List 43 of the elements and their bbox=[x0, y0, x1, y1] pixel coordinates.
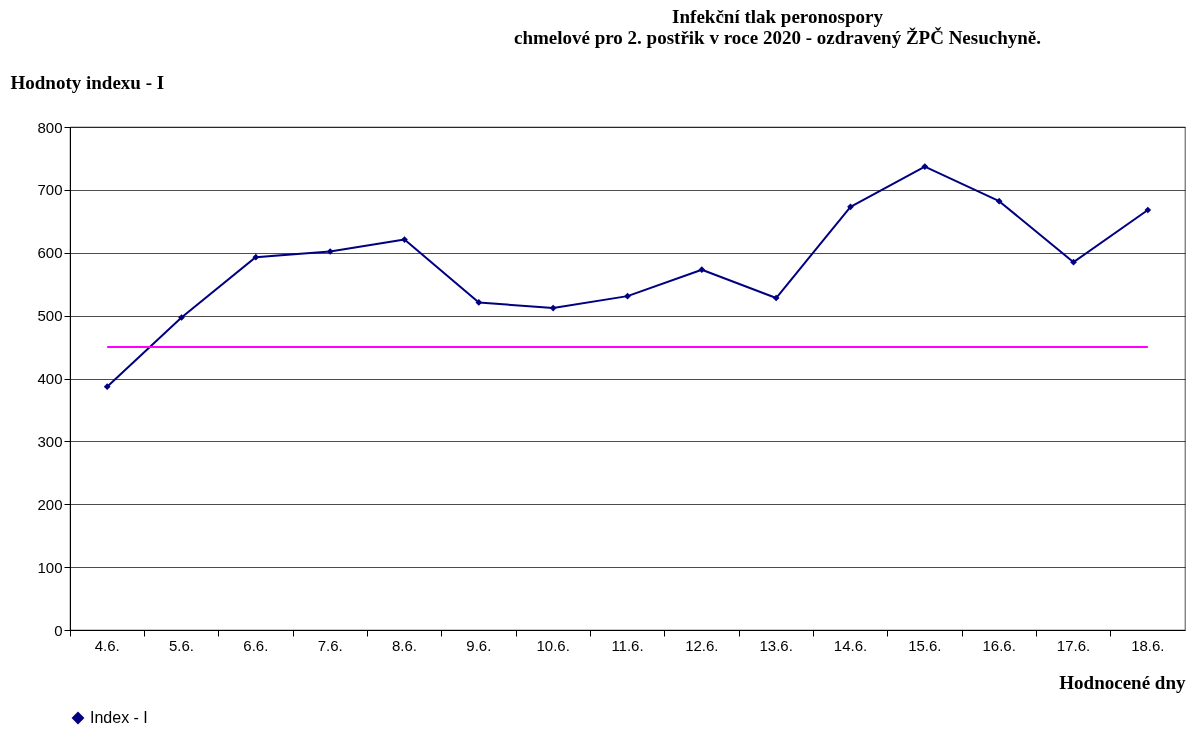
x-tick-label: 13.6. bbox=[759, 636, 793, 654]
x-tick-label: 9.6. bbox=[466, 636, 492, 654]
x-tick-label: 17.6. bbox=[1056, 636, 1091, 654]
point bbox=[847, 203, 854, 211]
x-tick-label: 6.6. bbox=[243, 636, 269, 654]
x-tick-label: 10.6. bbox=[536, 636, 570, 654]
y-tick-label: 300 bbox=[37, 432, 63, 450]
text: Infekční tlak peronospory bbox=[672, 6, 883, 27]
x-tick-label: 15.6. bbox=[908, 636, 942, 654]
x-tick-label: 18.6. bbox=[1131, 636, 1165, 654]
point bbox=[475, 299, 483, 306]
point bbox=[178, 314, 185, 321]
point bbox=[1144, 206, 1152, 214]
x-axis-title: Hodnocené dny bbox=[1059, 671, 1186, 693]
x-tick-label: 8.6. bbox=[391, 636, 418, 654]
x-tick-label: 12.6. bbox=[685, 636, 719, 654]
point bbox=[549, 304, 557, 312]
y-tick-label: 100 bbox=[37, 558, 63, 576]
point bbox=[995, 197, 1003, 205]
point bbox=[921, 163, 929, 170]
point bbox=[401, 236, 408, 243]
point bbox=[103, 383, 111, 391]
y-tick-label: 200 bbox=[37, 495, 63, 513]
x-tick-label: 11.6. bbox=[611, 636, 644, 654]
x-tick-label: 4.6. bbox=[94, 636, 120, 654]
x-tick-label: 14.6. bbox=[833, 636, 868, 654]
y-tick-label: 700 bbox=[37, 181, 63, 199]
x-tick-label: 7.6. bbox=[317, 636, 343, 654]
x-tick-label: 16.6. bbox=[982, 636, 1016, 654]
y-tick-label: 0 bbox=[54, 621, 63, 639]
y-axis-title: Hodnoty indexu - I bbox=[10, 71, 165, 93]
legend-label: Index - I bbox=[90, 709, 148, 726]
text: chmelové pro 2. postřik v roce 2020 - ozdravený ŽPČ Nesuchyně. bbox=[513, 27, 1042, 48]
point bbox=[772, 294, 780, 302]
y-tick-label: 400 bbox=[37, 370, 63, 387]
y-tick-label: 600 bbox=[37, 244, 63, 262]
y-tick-label: 800 bbox=[37, 118, 63, 136]
point bbox=[1070, 258, 1077, 266]
point bbox=[326, 248, 334, 255]
x-tick-label: 5.6. bbox=[168, 636, 195, 654]
y-tick-label: 500 bbox=[37, 307, 63, 325]
point bbox=[252, 253, 260, 261]
point bbox=[698, 266, 706, 274]
